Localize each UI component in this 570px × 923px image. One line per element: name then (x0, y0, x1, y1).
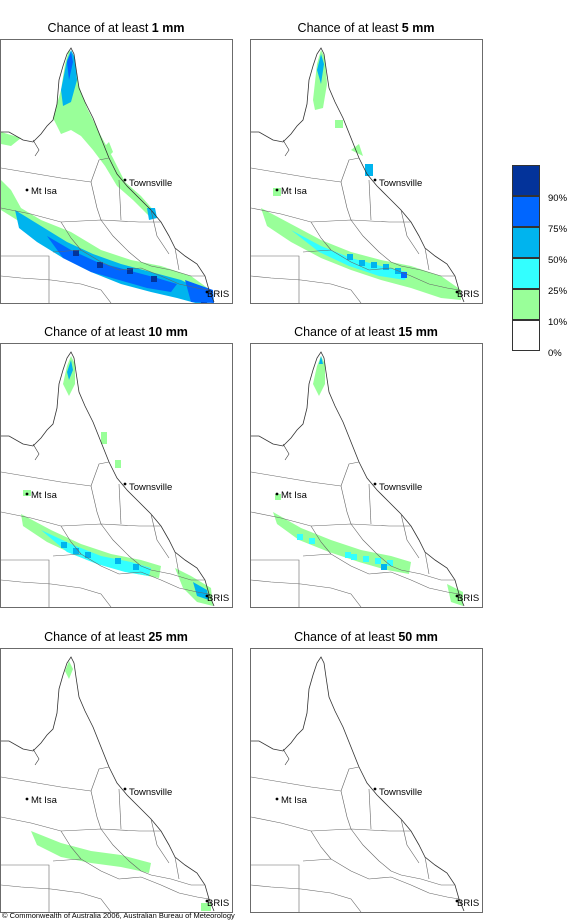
rain-map-15mm: Townsville Mt Isa BRIS (250, 343, 483, 608)
legend-swatch (512, 196, 540, 227)
city-label-townsville: Townsville (379, 787, 422, 798)
city-label-townsville: Townsville (379, 178, 422, 189)
city-label-townsville: Townsville (129, 787, 172, 798)
city-label-mt-isa: Mt Isa (281, 795, 308, 806)
legend-swatch (512, 227, 540, 258)
panel-title: Chance of at least 25 mm (44, 630, 188, 644)
panel-title: Chance of at least 50 mm (294, 630, 438, 644)
rain-map-50mm: Townsville Mt Isa BRIS (250, 648, 483, 913)
rain-map-5mm: Townsville Mt Isa BRIS (250, 39, 483, 304)
rain-map-25mm: Townsville Mt Isa BRIS (0, 648, 233, 913)
city-label-townsville: Townsville (379, 482, 422, 493)
copyright-notice: © Commonwealth of Australia 2006, Austra… (2, 911, 235, 920)
legend-label: 0% (548, 348, 562, 359)
legend-label: 75% (548, 224, 568, 235)
city-label-townsville: Townsville (129, 482, 172, 493)
city-label-mt-isa: Mt Isa (281, 186, 308, 197)
panel-title: Chance of at least 10 mm (44, 325, 188, 339)
city-label-brisbane: BRIS (457, 898, 479, 909)
legend-swatch (512, 320, 540, 351)
city-label-brisbane: BRIS (207, 289, 229, 300)
legend-label: 10% (548, 317, 568, 328)
city-label-mt-isa: Mt Isa (31, 795, 58, 806)
city-label-mt-isa: Mt Isa (31, 490, 58, 501)
city-label-mt-isa: Mt Isa (31, 186, 58, 197)
panel-title: Chance of at least 15 mm (294, 325, 438, 339)
city-label-brisbane: BRIS (457, 593, 479, 604)
rain-map-1mm: Townsville Mt Isa BRIS (0, 39, 233, 304)
legend-swatch (512, 165, 540, 196)
panel-title: Chance of at least 1 mm (47, 21, 185, 35)
panel-title: Chance of at least 5 mm (297, 21, 435, 35)
legend-swatch (512, 289, 540, 320)
city-label-brisbane: BRIS (207, 898, 229, 909)
city-label-mt-isa: Mt Isa (281, 490, 308, 501)
legend-label: 25% (548, 286, 568, 297)
legend-swatch (512, 258, 540, 289)
city-label-townsville: Townsville (129, 178, 172, 189)
legend-label: 90% (548, 193, 568, 204)
city-label-brisbane: BRIS (457, 289, 479, 300)
city-label-brisbane: BRIS (207, 593, 229, 604)
legend-label: 50% (548, 255, 568, 266)
rain-map-10mm: Townsville Mt Isa BRIS (0, 343, 233, 608)
